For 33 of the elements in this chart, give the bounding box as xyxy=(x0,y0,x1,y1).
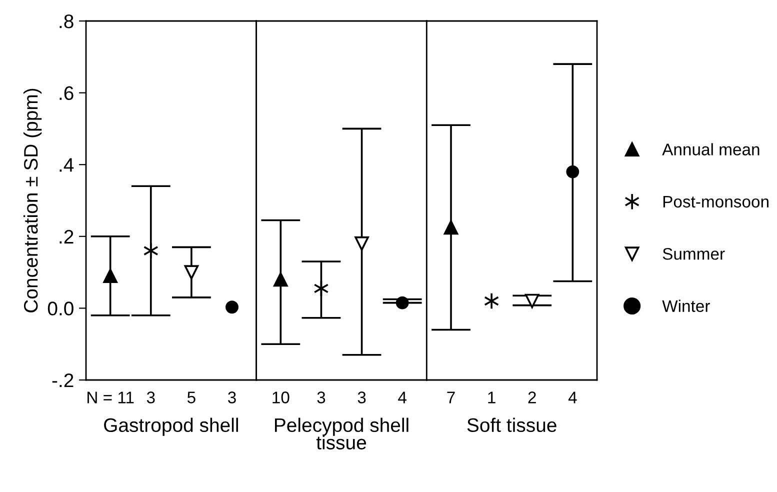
x-axis-title: Gastropod shell xyxy=(104,418,238,436)
x-tick-label: 3 xyxy=(358,392,366,404)
x-tick-label: 4 xyxy=(398,392,406,404)
x-tick-label: 3 xyxy=(146,392,155,404)
x-tick-label: 3 xyxy=(317,392,326,404)
x-axis-title: Soft tissue xyxy=(467,418,556,432)
legend-label: Summer xyxy=(662,248,725,260)
y-axis-title: Concentration ± SD (ppm) xyxy=(23,88,42,312)
point xyxy=(103,268,118,284)
legend-label: Post-monsoon xyxy=(663,196,768,208)
x-tick-label: 5 xyxy=(187,392,196,404)
y-tick-label: .4 xyxy=(60,158,74,172)
x-tick-label: N = 11 xyxy=(88,392,134,404)
point xyxy=(226,300,238,314)
x-tick-label: 2 xyxy=(528,392,536,404)
x-tick-label: 4 xyxy=(568,392,577,404)
y-tick-label: -.2 xyxy=(52,373,74,388)
point xyxy=(274,272,288,287)
x-tick-label: 7 xyxy=(447,392,455,404)
x-axis-title: Pelecypod shell tissue xyxy=(275,418,408,450)
x-tick-label: 1 xyxy=(488,392,496,404)
y-tick-label: .2 xyxy=(60,230,74,244)
point xyxy=(143,242,158,260)
x-tick-label: 10 xyxy=(272,392,290,404)
x-tick-label: 3 xyxy=(228,392,236,404)
y-tick-label: .6 xyxy=(60,86,74,100)
point xyxy=(184,265,199,280)
legend-label: Winter xyxy=(662,300,710,312)
y-tick-label: 0.0 xyxy=(48,302,74,316)
point xyxy=(396,296,409,310)
legend-label: Annual mean xyxy=(662,143,760,156)
y-tick-label: .8 xyxy=(60,14,74,28)
point xyxy=(354,236,369,251)
